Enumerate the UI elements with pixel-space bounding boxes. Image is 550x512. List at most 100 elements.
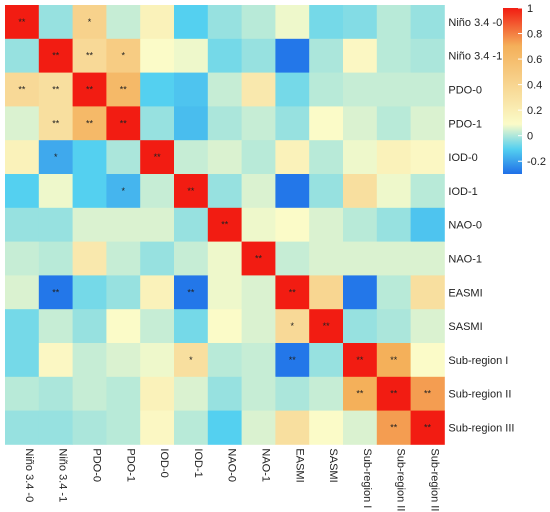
heatmap-cell xyxy=(38,5,73,40)
heatmap-cell xyxy=(410,174,445,209)
significance-markers: ** *** ** *** ** ** **** ** *** *** ******** ** *** *… xyxy=(18,17,431,433)
heatmap-cell xyxy=(410,5,445,40)
heatmap-cell xyxy=(106,140,141,175)
heatmap-cell xyxy=(309,5,344,40)
heatmap-cell xyxy=(343,241,378,276)
heatmap-cell xyxy=(207,410,242,445)
heatmap-cell xyxy=(140,5,175,40)
heatmap-cell xyxy=(376,5,411,40)
y-axis-tick-labels: Niño 3.4 -0 Niño 3.4 -1 PDO-0 PDO-1 IOD-0 IOD… xyxy=(448,17,514,435)
heatmap-cell xyxy=(38,376,73,411)
heatmap-cell xyxy=(140,309,175,344)
heatmap-cell xyxy=(241,5,276,40)
heatmap-cell xyxy=(140,38,175,73)
significance-marker: * xyxy=(291,321,295,331)
heatmap-cell xyxy=(241,140,276,175)
heatmap-cell xyxy=(343,207,378,242)
significance-marker: * xyxy=(54,152,58,162)
heatmap-cell xyxy=(309,241,344,276)
heatmap-cell xyxy=(174,275,209,310)
heatmap-cell xyxy=(241,38,276,73)
heatmap-cell xyxy=(38,309,73,344)
y-tick-label: Niño 3.4 -1 xyxy=(448,51,502,63)
heatmap-cell xyxy=(140,343,175,378)
heatmap-cell xyxy=(5,38,40,73)
heatmap-cell xyxy=(140,241,175,276)
heatmap-cell xyxy=(309,207,344,242)
heatmap-cell xyxy=(275,275,310,310)
heatmap-cell xyxy=(38,38,73,73)
significance-marker: ** xyxy=(187,186,195,196)
heatmap-cell xyxy=(72,38,107,73)
heatmap-cell xyxy=(72,106,107,141)
heatmap-cell xyxy=(309,174,344,209)
heatmap-cell xyxy=(207,343,242,378)
heatmap-cell xyxy=(106,309,141,344)
significance-marker: * xyxy=(122,51,126,61)
heatmap-cell xyxy=(174,309,209,344)
heatmap-cell xyxy=(72,5,107,40)
y-tick-label: EASMI xyxy=(448,287,482,299)
heatmap-cell xyxy=(376,106,411,141)
heatmap-cell xyxy=(309,106,344,141)
heatmap-cell xyxy=(410,343,445,378)
y-tick-label: Niño 3.4 -0 xyxy=(448,17,502,29)
y-tick-label: Sub-region III xyxy=(448,423,514,435)
heatmap-cell xyxy=(241,106,276,141)
colorbar-tick-label: 0.6 xyxy=(527,54,542,66)
heatmap-cell xyxy=(72,376,107,411)
heatmap-cell xyxy=(376,38,411,73)
heatmap-cell xyxy=(376,241,411,276)
heatmap-cell xyxy=(376,72,411,107)
significance-marker: ** xyxy=(323,321,331,331)
significance-marker: ** xyxy=(255,254,263,264)
heatmap-cell xyxy=(38,410,73,445)
significance-marker: * xyxy=(189,355,193,365)
heatmap-cell xyxy=(72,174,107,209)
heatmap-cell xyxy=(140,207,175,242)
heatmap-cell xyxy=(207,106,242,141)
heatmap-cell xyxy=(72,275,107,310)
heatmap-cell xyxy=(140,410,175,445)
significance-marker: ** xyxy=(18,17,26,27)
heatmap-cell xyxy=(343,309,378,344)
significance-marker: ** xyxy=(86,51,94,61)
y-tick-label: SASMI xyxy=(448,321,482,333)
heatmap-cell xyxy=(275,376,310,411)
heatmap-cell xyxy=(106,5,141,40)
heatmap-cell xyxy=(376,140,411,175)
heatmap-cell xyxy=(72,410,107,445)
heatmap-cell xyxy=(38,106,73,141)
heatmap-cell xyxy=(106,376,141,411)
x-tick-label: Sub-region III xyxy=(429,448,441,512)
y-tick-label: Sub-region I xyxy=(448,355,508,367)
heatmap-cell xyxy=(207,275,242,310)
heatmap-cell xyxy=(38,241,73,276)
heatmap-cell xyxy=(241,174,276,209)
heatmap-cell xyxy=(5,106,40,141)
heatmap-cell xyxy=(174,140,209,175)
heatmap-cell xyxy=(5,376,40,411)
heatmap-cell xyxy=(207,376,242,411)
heatmap-cell xyxy=(275,207,310,242)
heatmap-cell xyxy=(207,207,242,242)
heatmap-cell xyxy=(343,38,378,73)
heatmap-cell xyxy=(376,207,411,242)
heatmap-cell xyxy=(5,174,40,209)
heatmap-cell xyxy=(207,309,242,344)
heatmap-cell xyxy=(410,140,445,175)
heatmap-cell xyxy=(174,376,209,411)
x-axis-tick-labels: Niño 3.4 -0 Niño 3.4 -1 PDO-0 PDO-1 IOD-0 IOD… xyxy=(23,448,441,512)
heatmap-cell xyxy=(275,343,310,378)
heatmap-cell xyxy=(38,140,73,175)
heatmap-cell xyxy=(275,140,310,175)
y-tick-label: PDO-0 xyxy=(448,85,482,97)
heatmap-cell xyxy=(140,72,175,107)
colorbar-tick-label: 0.4 xyxy=(527,80,542,92)
significance-marker: ** xyxy=(187,287,195,297)
x-tick-label: SASMI xyxy=(327,448,339,482)
heatmap-cell xyxy=(106,174,141,209)
heatmap-cell xyxy=(275,5,310,40)
heatmap-cell xyxy=(410,207,445,242)
heatmap-cell xyxy=(376,376,411,411)
